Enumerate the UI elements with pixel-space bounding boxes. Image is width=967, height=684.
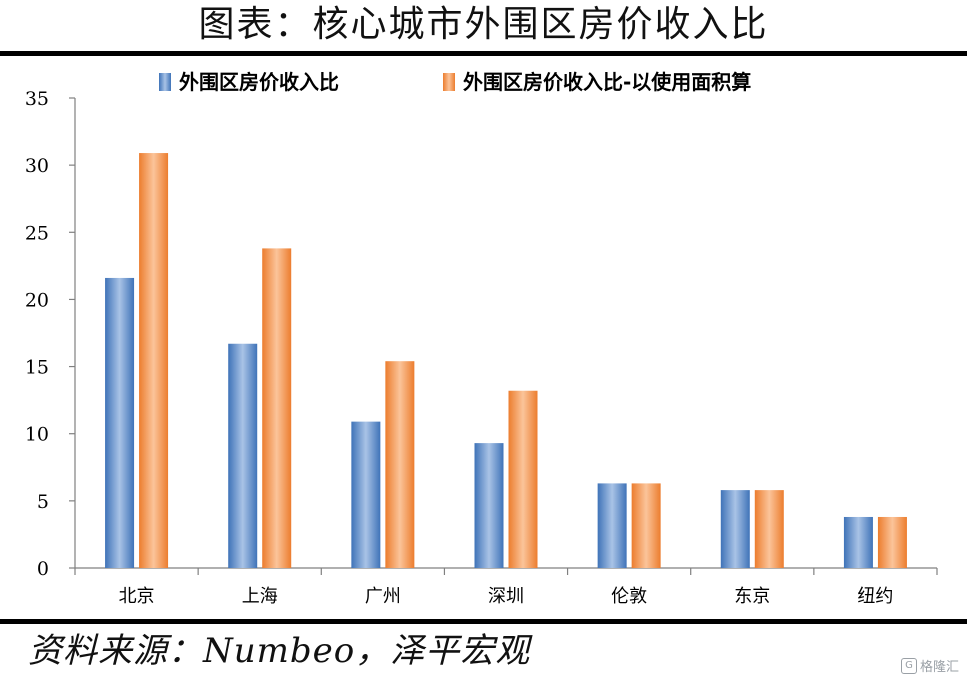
x-category-label: 上海 [242, 586, 278, 607]
chart-title: 图表：核心城市外围区房价收入比 [198, 4, 769, 45]
bar-series-1 [228, 343, 258, 568]
watermark-text: 格隆汇 [919, 660, 959, 675]
y-tick-label: 5 [37, 491, 49, 513]
bar-series-1 [105, 277, 135, 568]
y-tick-label: 30 [25, 155, 49, 177]
bar-chart: 外围区房价收入比 外围区房价收入比-以使用面积算 0 5 10 15 20 25 30 35 北京… [25, 70, 938, 607]
bottom-rule [0, 619, 967, 624]
x-category-label: 伦敦 [611, 586, 647, 607]
bar-series-2 [508, 390, 538, 568]
x-category-label: 深圳 [488, 586, 524, 607]
legend-swatch-series-1 [159, 73, 171, 91]
bar-series-1 [351, 421, 381, 568]
y-tick-label: 0 [37, 558, 49, 580]
bar-series-2 [139, 153, 169, 569]
y-tick-label: 25 [25, 222, 49, 244]
bar-series-2 [385, 361, 415, 568]
watermark-logo-icon: G [900, 657, 917, 674]
legend-swatch-series-2 [443, 73, 455, 91]
bar-series-1 [597, 483, 627, 568]
bar-series-2 [877, 516, 907, 568]
source-note: 资料来源：Numbeo，泽平宏观 [28, 631, 531, 671]
bar-series-1 [720, 490, 750, 568]
bar-series-2 [631, 483, 661, 568]
chart-axes [69, 97, 938, 575]
y-tick-label: 15 [25, 357, 49, 379]
y-tick-label: 20 [25, 289, 49, 311]
legend-label: 外围区房价收入比 [179, 70, 339, 94]
x-category-label: 北京 [119, 586, 155, 607]
title-rule [0, 51, 967, 56]
chart-legend: 外围区房价收入比 外围区房价收入比-以使用面积算 [159, 70, 751, 94]
chart-labels: 0 5 10 15 20 25 30 35 北京 上海 广州 深圳 伦敦 东京 纽约 [25, 88, 894, 607]
x-category-label: 东京 [734, 586, 770, 607]
chart-bars [105, 153, 907, 569]
x-category-label: 广州 [365, 586, 401, 607]
x-category-label: 纽约 [857, 586, 893, 607]
bar-series-2 [262, 248, 292, 568]
bar-series-1 [474, 443, 504, 568]
y-tick-label: 10 [25, 424, 49, 446]
bar-series-1 [843, 516, 873, 568]
watermark: G 格隆汇 [900, 656, 959, 675]
y-tick-label: 35 [25, 88, 49, 110]
legend-label: 外围区房价收入比-以使用面积算 [463, 70, 751, 94]
bar-series-2 [754, 490, 784, 568]
